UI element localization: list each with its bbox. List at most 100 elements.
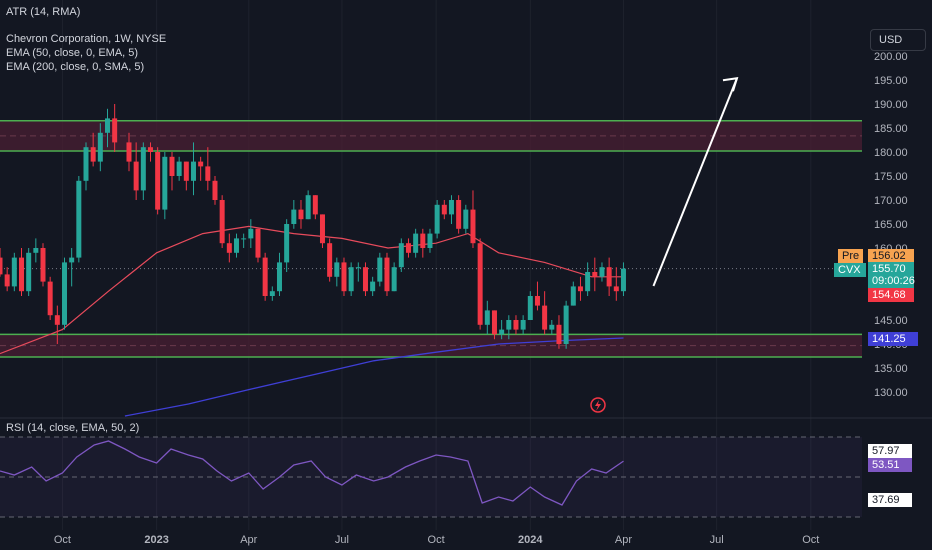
- rsi-value-tag: 57.97: [868, 444, 912, 458]
- candle-body: [319, 214, 325, 244]
- candle-body: [484, 310, 490, 325]
- candle-body: [585, 272, 591, 292]
- candle-body: [262, 257, 268, 296]
- candle-body: [620, 268, 626, 292]
- countdown-tag: 09:00:26: [868, 275, 915, 288]
- candle-body: [513, 320, 519, 330]
- ema50-legend[interactable]: EMA (50, close, 0, EMA, 5): [6, 47, 139, 59]
- candle-body: [198, 161, 204, 167]
- candle-body: [169, 156, 175, 176]
- candle-body: [176, 161, 182, 176]
- candle-body: [491, 310, 497, 335]
- candle-body: [327, 243, 333, 277]
- candle-body: [276, 262, 282, 292]
- candle-body: [126, 142, 132, 162]
- candle-body: [570, 286, 576, 306]
- candle-body: [4, 274, 10, 287]
- candle-body: [26, 252, 32, 292]
- candle-body: [463, 209, 469, 229]
- candle-body: [241, 238, 247, 240]
- candle-body: [398, 243, 404, 268]
- symbol-legend[interactable]: Chevron Corporation, 1W, NYSE: [6, 33, 167, 45]
- candle-body: [54, 315, 60, 325]
- lightning-bolt-icon: [595, 400, 601, 411]
- candle-body: [233, 238, 239, 253]
- candle-body: [69, 257, 75, 263]
- candle-body: [477, 243, 483, 325]
- price-axis-tick: 190.00: [874, 99, 908, 111]
- candle-body: [606, 267, 612, 287]
- candle-body: [155, 152, 161, 210]
- candle-body: [355, 267, 361, 269]
- ema50-line: [0, 225, 624, 355]
- time-axis-tick: 2024: [518, 534, 543, 546]
- candle-body: [362, 267, 368, 292]
- candle-body: [527, 296, 533, 320]
- candle-body: [549, 324, 555, 330]
- candle-body: [112, 118, 118, 143]
- candle-body: [219, 200, 225, 244]
- time-axis-tick: Oct: [428, 534, 445, 546]
- candle-body: [255, 228, 261, 258]
- candle-body: [427, 233, 433, 248]
- candle-body: [563, 305, 569, 344]
- candle-body: [441, 204, 447, 215]
- candle-body: [470, 209, 476, 244]
- candle-body: [97, 132, 103, 162]
- price-axis-tick: 145.00: [874, 315, 908, 327]
- atr-legend[interactable]: ATR (14, RMA): [6, 6, 81, 18]
- time-axis-tick: Oct: [802, 534, 819, 546]
- candle-body: [305, 195, 311, 220]
- candle-body: [104, 118, 110, 133]
- time-axis-tick: Jul: [335, 534, 349, 546]
- symbol-tag: CVX: [834, 263, 866, 277]
- price-axis-tick: 135.00: [874, 363, 908, 375]
- red-level-tag: 154.68: [868, 288, 914, 302]
- candle-body: [599, 267, 605, 277]
- pre-label-tag: Pre: [838, 249, 864, 263]
- candle-body: [506, 320, 512, 330]
- price-axis-tick: 130.00: [874, 387, 908, 399]
- candle-body: [61, 262, 67, 325]
- rsi-low-tag: 37.69: [868, 493, 912, 507]
- candle-body: [520, 320, 526, 330]
- candle-body: [499, 329, 505, 335]
- candle-body: [613, 286, 619, 292]
- time-axis-tick: Apr: [615, 534, 632, 546]
- candle-body: [162, 156, 168, 210]
- candle-body: [18, 257, 24, 292]
- price-axis-tick: 200.00: [874, 51, 908, 63]
- candle-body: [226, 243, 232, 253]
- candle-body: [456, 200, 462, 229]
- candle-body: [434, 204, 440, 234]
- candle-body: [377, 257, 383, 282]
- candle-body: [448, 200, 454, 215]
- rsi-ema-tag: 53.51: [868, 458, 912, 472]
- price-axis-tick: 165.00: [874, 219, 908, 231]
- candle-body: [248, 228, 254, 239]
- candle-body: [90, 147, 96, 162]
- ema200-legend[interactable]: EMA (200, close, 0, SMA, 5): [6, 61, 145, 73]
- candle-body: [133, 161, 139, 191]
- candle-body: [298, 209, 304, 220]
- time-axis-tick: Oct: [54, 534, 71, 546]
- currency-button[interactable]: USD: [870, 29, 926, 51]
- rsi-legend[interactable]: RSI (14, close, EMA, 50, 2): [6, 422, 140, 434]
- candle-body: [534, 296, 540, 306]
- candle-body: [348, 267, 354, 292]
- projection-arrow[interactable]: [652, 77, 738, 287]
- candle-body: [40, 248, 46, 282]
- candle-body: [212, 180, 218, 200]
- candle-body: [556, 324, 562, 344]
- price-axis-tick: 175.00: [874, 171, 908, 183]
- rsi-line: [0, 440, 624, 506]
- candle-body: [413, 233, 419, 253]
- pre-price-tag: 156.02: [868, 249, 914, 263]
- candle-body: [83, 147, 89, 181]
- candle-body: [384, 257, 390, 292]
- price-axis-tick: 180.00: [874, 147, 908, 159]
- candle-body: [341, 262, 347, 292]
- price-axis-tick: 170.00: [874, 195, 908, 207]
